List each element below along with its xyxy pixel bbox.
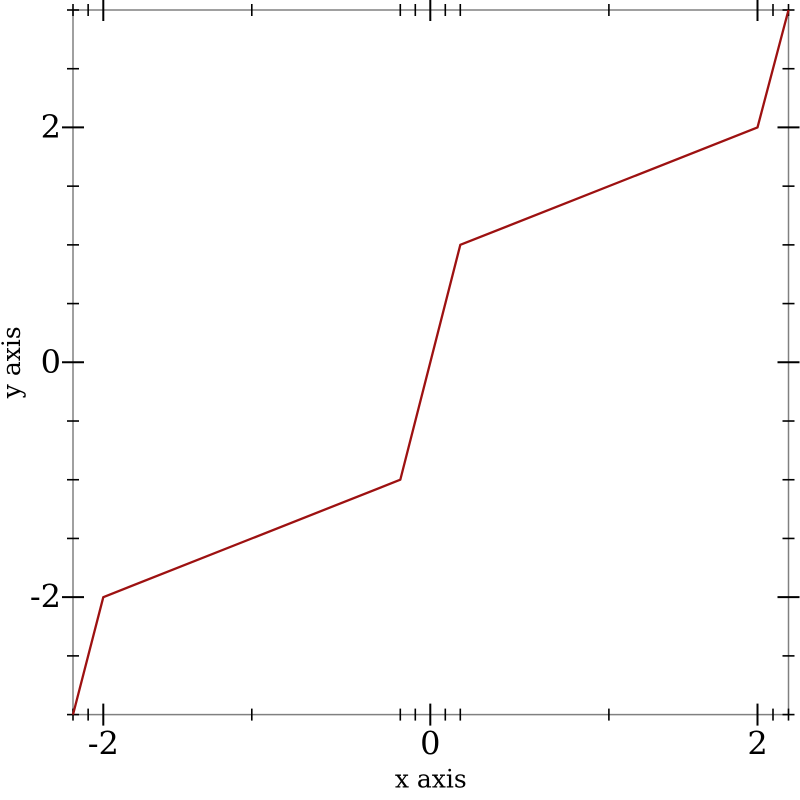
y-axis-label: y axis <box>0 326 26 399</box>
x-tick-label: 0 <box>420 725 440 763</box>
x-tick-label: -2 <box>88 725 119 763</box>
y-tick-label: -2 <box>30 578 61 616</box>
y-tick-label: 0 <box>41 343 61 381</box>
tick-labels: -2 0 2 2 0 -2 <box>30 108 768 763</box>
x-axis-label: x axis <box>395 765 467 794</box>
x-tick-label: 2 <box>747 725 767 763</box>
data-series <box>71 9 790 715</box>
axis-ticks <box>62 0 800 726</box>
data-polyline <box>71 9 790 715</box>
y-tick-label: 2 <box>41 108 61 146</box>
